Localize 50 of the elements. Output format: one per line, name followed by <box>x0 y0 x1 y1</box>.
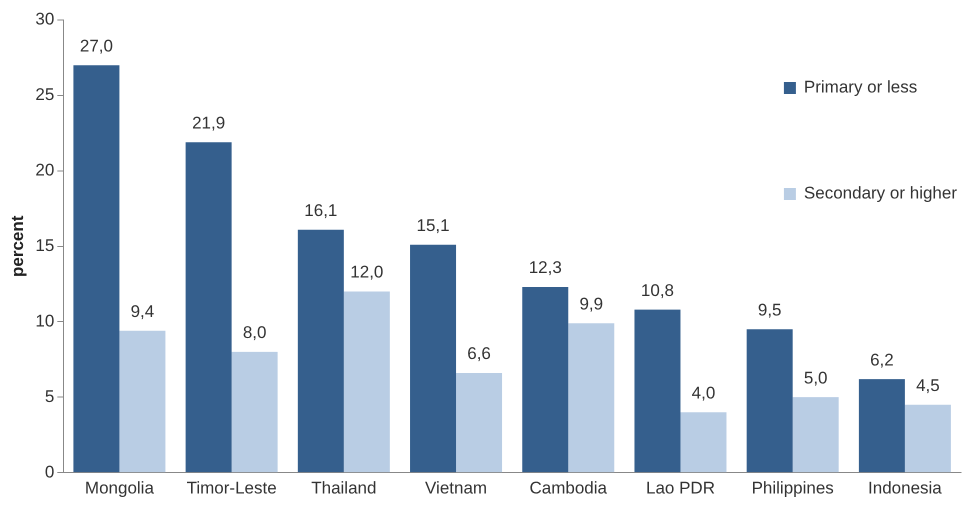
y-tick-label: 25 <box>35 85 54 104</box>
bar <box>522 287 568 472</box>
bar <box>792 397 839 472</box>
data-label: 9,9 <box>579 294 604 314</box>
data-label: 9,5 <box>758 300 782 320</box>
bar <box>344 292 390 472</box>
data-label: 9,4 <box>130 302 154 321</box>
data-label: 21,9 <box>192 113 226 132</box>
data-label: 27,0 <box>80 36 113 56</box>
y-tick-label: 5 <box>44 386 54 406</box>
bar <box>73 65 120 472</box>
y-axis-title: percent <box>8 215 27 278</box>
bar <box>298 230 344 472</box>
data-label: 4,5 <box>916 376 940 395</box>
bar <box>746 329 793 472</box>
bar <box>186 142 232 472</box>
data-label: 6,6 <box>467 344 491 364</box>
data-label: 16,1 <box>304 200 338 220</box>
x-tick-label: Mongolia <box>84 478 154 498</box>
bar <box>858 379 905 472</box>
y-tick-label: 0 <box>44 462 54 482</box>
x-tick-label: Thailand <box>311 478 376 498</box>
bar <box>410 244 456 472</box>
bar <box>568 323 614 472</box>
data-label: 5,0 <box>804 368 828 388</box>
bar <box>119 330 166 472</box>
x-tick-label: Indonesia <box>868 478 942 498</box>
legend-label: Secondary or higher <box>804 184 958 203</box>
x-tick-label: Vietnam <box>425 478 488 498</box>
bar <box>456 373 502 472</box>
x-tick-label: Cambodia <box>530 478 608 498</box>
x-tick-label: Philippines <box>752 478 834 498</box>
data-label: 6,2 <box>870 350 894 370</box>
y-tick-label: 15 <box>35 236 54 255</box>
data-label: 12,3 <box>528 258 562 278</box>
bar <box>232 352 278 472</box>
data-label: 10,8 <box>640 280 674 300</box>
y-tick-label: 10 <box>35 311 54 330</box>
y-tick-label: 20 <box>35 160 54 180</box>
x-tick-label: Lao PDR <box>646 478 715 498</box>
legend-label: Primary or less <box>804 78 918 97</box>
y-tick-label: 30 <box>35 10 54 29</box>
x-tick-label: Timor-Leste <box>186 478 277 498</box>
data-label: 4,0 <box>692 383 716 402</box>
data-label: 8,0 <box>242 323 266 342</box>
bar <box>680 412 726 472</box>
bar <box>904 404 951 472</box>
bar <box>634 310 680 472</box>
data-label: 15,1 <box>416 216 450 235</box>
data-label: 12,0 <box>350 262 384 282</box>
